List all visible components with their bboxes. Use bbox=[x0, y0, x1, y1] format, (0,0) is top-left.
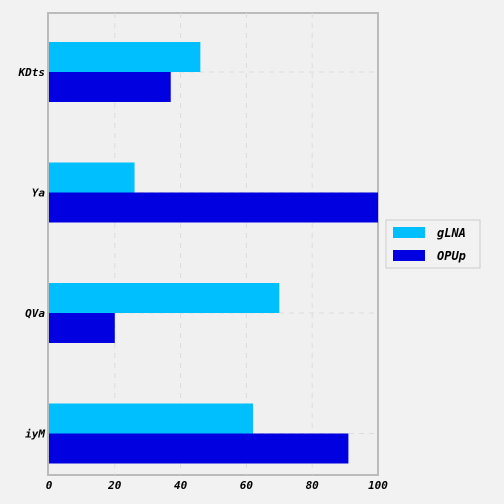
bar-OPUp-iyM bbox=[49, 433, 349, 464]
x-tick-label: 100 bbox=[368, 479, 388, 492]
legend: gLNA OPUp bbox=[385, 219, 481, 269]
bar-OPUp-KDts bbox=[49, 72, 171, 102]
category-label: Ya bbox=[32, 187, 46, 200]
x-axis-ticks: 0 20 40 60 80 100 bbox=[46, 479, 389, 492]
legend-label: gLNA bbox=[437, 226, 466, 240]
y-axis-categories: KDts Ya QVa iyM bbox=[18, 66, 46, 441]
x-tick-label: 40 bbox=[174, 479, 188, 492]
bar-gLNA-KDts bbox=[49, 42, 201, 72]
bar-gLNA-Ya bbox=[49, 162, 135, 193]
legend-label: OPUp bbox=[437, 249, 466, 263]
category-label: iyM bbox=[25, 428, 45, 441]
legend-swatch bbox=[393, 250, 425, 261]
x-tick-label: 60 bbox=[240, 479, 254, 492]
bar-gLNA-QVa bbox=[49, 283, 280, 313]
x-tick-label: 80 bbox=[306, 479, 320, 492]
category-label: QVa bbox=[25, 307, 45, 320]
bar-OPUp-Ya bbox=[49, 192, 378, 223]
bar-OPUp-QVa bbox=[49, 313, 115, 343]
category-label: KDts bbox=[18, 66, 46, 79]
legend-swatch bbox=[393, 227, 425, 238]
x-tick-label: 0 bbox=[46, 479, 53, 492]
bar-gLNA-iyM bbox=[49, 403, 253, 434]
bars bbox=[49, 42, 378, 464]
x-tick-label: 20 bbox=[107, 479, 122, 492]
